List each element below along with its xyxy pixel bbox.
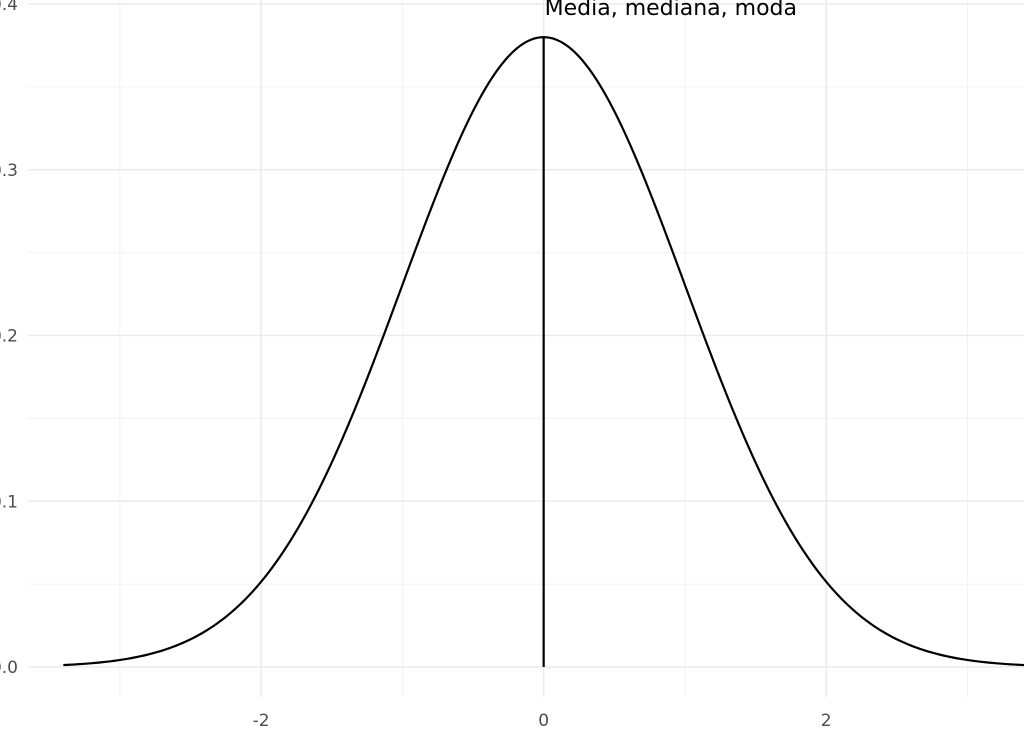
x-tick-label: 0 bbox=[538, 711, 549, 731]
y-tick-label: 0.4 bbox=[0, 0, 18, 15]
marks bbox=[63, 36, 1024, 667]
y-tick-label: 0.0 bbox=[0, 658, 18, 678]
y-tick-label: 0.2 bbox=[0, 327, 18, 347]
annotation-label: Media, mediana, moda bbox=[545, 0, 797, 21]
y-tick-label: 0.1 bbox=[0, 492, 18, 512]
grid bbox=[28, 0, 1024, 697]
x-tick-label: -2 bbox=[253, 711, 270, 731]
tick-labels: -2 0 2 0.0 0.1 0.2 0.3 0.4 bbox=[0, 0, 832, 731]
x-tick-label: 2 bbox=[821, 711, 832, 731]
y-tick-label: 0.3 bbox=[0, 161, 18, 181]
